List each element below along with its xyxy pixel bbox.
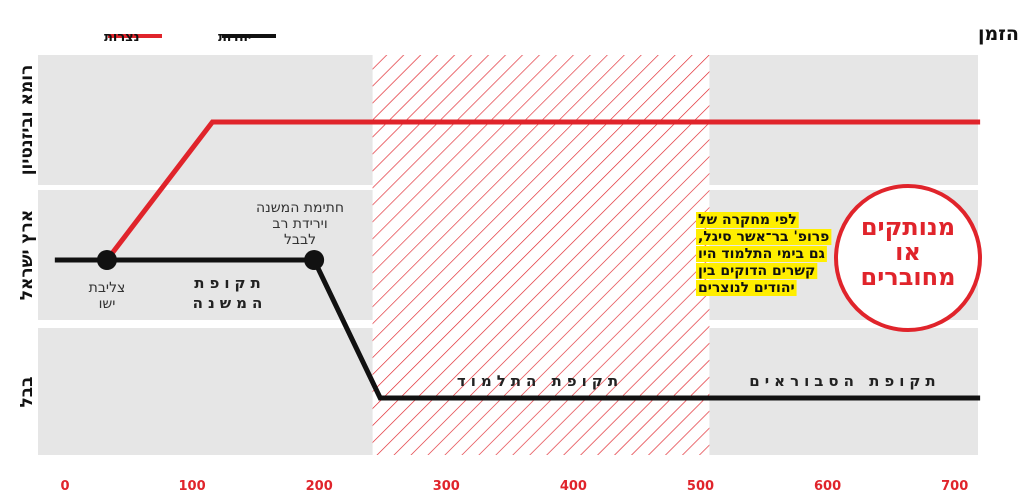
talmud-period-highlight (372, 55, 710, 455)
x-tick-label: 600 (814, 479, 841, 494)
note-line: לפי מחקרה של (698, 212, 797, 228)
circle-text-2: או (895, 238, 921, 266)
note-line: קשרים הדוקים בין (698, 263, 815, 279)
note-line: גם בימי התלמוד היו (698, 246, 825, 262)
x-tick-label: 0 (60, 479, 69, 494)
period-talmud: תקופת התלמוד (457, 372, 623, 390)
legend-christianity-label: נצרות (104, 30, 140, 45)
event-crucifixion-1: צליבת (89, 280, 126, 296)
note-line: פרופ' בר־אשר סיגל, (698, 229, 829, 245)
row-label-israel: ארץ ישראל (17, 210, 37, 301)
circle-text-3: מחוברים (861, 263, 956, 291)
event-mishna-seal-1: חתימת המשנה (256, 200, 344, 216)
event-marker (96, 250, 117, 270)
question-circle (834, 184, 982, 332)
event-crucifixion-2: ישו (99, 296, 116, 312)
note-highlight (696, 280, 797, 296)
x-tick-label: 100 (179, 479, 206, 494)
event-mishna-seal-2: וירידת רב (272, 216, 327, 232)
note-highlight (696, 212, 799, 228)
series-line (54, 257, 981, 401)
period-mishna-1: תקופת (194, 274, 266, 292)
legend: יהדות נצרות (104, 30, 276, 45)
note-line: יהודים לנוצרים (698, 280, 795, 296)
note-highlight (696, 229, 832, 245)
x-tick-label: 700 (941, 479, 968, 494)
legend-judaism-label: יהדות (218, 30, 252, 45)
note-highlight (696, 246, 827, 262)
x-tick-label: 500 (687, 479, 714, 494)
x-tick-label: 200 (306, 479, 333, 494)
x-tick-label: 400 (560, 479, 587, 494)
series-line (104, 119, 981, 262)
circle-text-1: מנותקים (861, 213, 955, 241)
row-label-babylon: בבל (17, 376, 37, 407)
chart-title: מרכזי התרבות של שתי הדתות, על ציר הזמן (978, 23, 1024, 45)
event-mishna-seal-3: לבבל (284, 232, 316, 248)
period-mishna-2: המשנה (193, 294, 268, 312)
row-label-rome: רומא וביזנטיון (17, 65, 37, 176)
note-highlight (696, 263, 818, 279)
period-savoraim: תקופת הסבוראים (749, 372, 940, 390)
event-marker (304, 250, 325, 270)
x-tick-label: 300 (433, 479, 460, 494)
